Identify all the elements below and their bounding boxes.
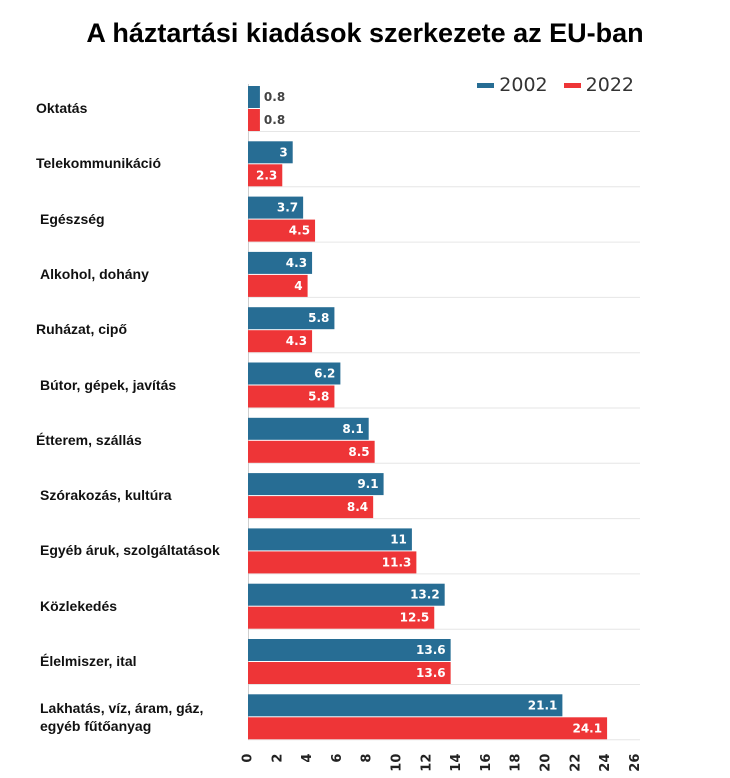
x-tick-label: 16 xyxy=(479,754,494,772)
chart-title: A háztartási kiadások szerkezete az EU-b… xyxy=(86,18,644,48)
data-label-2022: 4.5 xyxy=(289,224,310,238)
category-label: Oktatás xyxy=(36,100,88,116)
x-tick-label: 0 xyxy=(241,754,256,763)
legend-label-2022: 2022 xyxy=(585,74,634,96)
bar-2002 xyxy=(248,307,335,330)
x-tick-label: 10 xyxy=(390,754,405,772)
data-label-2022: 4.3 xyxy=(286,334,307,348)
x-tick-label: 24 xyxy=(598,754,613,772)
category-label: Alkohol, dohány xyxy=(40,265,149,282)
bar-2002 xyxy=(248,141,293,164)
bar-2002 xyxy=(248,694,563,717)
bar-2002 xyxy=(248,86,260,108)
data-label-2002: 11 xyxy=(390,532,407,546)
data-label-2002: 3.7 xyxy=(277,201,298,215)
bar-2002 xyxy=(248,639,451,661)
data-label-2002: 9.1 xyxy=(357,477,378,491)
data-label-2022: 4 xyxy=(294,279,302,293)
x-tick-label: 14 xyxy=(449,754,464,772)
x-tick-label: 20 xyxy=(539,754,554,772)
category-label: Telekommunikáció xyxy=(36,155,162,172)
bar-2022 xyxy=(248,717,608,740)
data-label-2002: 0.8 xyxy=(264,90,285,104)
category-label: Egészség xyxy=(40,210,105,227)
data-label-2002: 21.1 xyxy=(528,698,558,712)
data-label-2022: 24.1 xyxy=(572,721,602,735)
bar-2022 xyxy=(248,330,313,353)
bar-2002 xyxy=(248,528,412,551)
data-label-2002: 13.2 xyxy=(410,588,440,602)
x-tick-label: 22 xyxy=(568,754,583,772)
data-label-2002: 8.1 xyxy=(342,422,363,436)
category-label: Bútor, gépek, javítás xyxy=(40,376,177,393)
x-tick-label: 6 xyxy=(330,754,345,763)
legend-label-2002: 2002 xyxy=(499,74,548,96)
x-tick-label: 4 xyxy=(300,754,315,763)
data-label-2022: 8.4 xyxy=(347,500,368,514)
data-label-2002: 13.6 xyxy=(416,643,446,657)
bar-2022 xyxy=(248,109,260,131)
data-label-2022: 5.8 xyxy=(308,390,329,404)
x-tick-label: 18 xyxy=(509,754,524,772)
bar-2002 xyxy=(248,583,445,606)
bar-2022 xyxy=(248,440,375,463)
bar-2022 xyxy=(248,606,435,629)
data-label-2002: 3 xyxy=(279,145,287,159)
x-tick-label: 12 xyxy=(419,754,434,772)
legend-item-2002[interactable]: 2002 xyxy=(477,74,548,96)
x-tick-label: 26 xyxy=(628,754,643,772)
x-tick-label: 8 xyxy=(360,754,375,763)
bar-2022 xyxy=(248,385,335,408)
category-label: Egyéb áruk, szolgáltatások xyxy=(40,542,220,559)
bar-2022 xyxy=(248,551,417,574)
data-label-2022: 12.5 xyxy=(400,611,430,625)
bar-2022 xyxy=(248,662,451,684)
x-tick-label: 2 xyxy=(270,754,285,763)
legend-swatch-2002 xyxy=(477,82,495,88)
bar-2002 xyxy=(248,196,304,219)
legend-swatch-2022 xyxy=(563,82,581,88)
data-label-2022: 0.8 xyxy=(264,113,285,127)
bar-2022 xyxy=(248,164,283,187)
data-label-2022: 11.3 xyxy=(382,555,412,569)
legend: 2002 2022 xyxy=(477,74,634,96)
data-label-2002: 4.3 xyxy=(286,256,307,270)
category-label: Ruházat, cipő xyxy=(36,321,128,338)
legend-item-2022[interactable]: 2022 xyxy=(563,74,634,96)
bar-2022 xyxy=(248,496,374,519)
bar-2022 xyxy=(248,274,308,297)
category-label: Élelmiszer, ital xyxy=(40,653,137,669)
bar-2022 xyxy=(248,219,316,242)
data-label-2002: 6.2 xyxy=(314,367,335,381)
bar-2002 xyxy=(248,473,384,496)
data-label-2022: 13.6 xyxy=(416,666,446,680)
category-label: Lakhatás, víz, áram, gáz, egyéb fűtőanya… xyxy=(40,700,204,735)
category-label: Szórakozás, kultúra xyxy=(40,487,172,504)
data-label-2022: 8.5 xyxy=(348,445,369,459)
category-label: Étterem, szállás xyxy=(36,431,142,448)
data-label-2002: 5.8 xyxy=(308,311,329,325)
category-label: Közlekedés xyxy=(40,597,118,614)
bar-2002 xyxy=(248,417,369,440)
bar-2002 xyxy=(248,362,341,385)
bar-2002 xyxy=(248,251,313,274)
data-label-2022: 2.3 xyxy=(256,168,277,182)
